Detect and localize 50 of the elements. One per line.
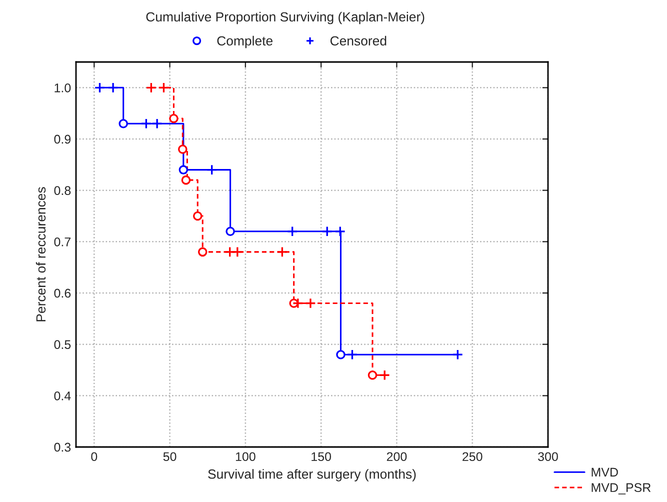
x-tick-label: 200	[386, 452, 407, 462]
point	[232, 246, 243, 258]
point	[140, 118, 152, 130]
point	[226, 226, 235, 236]
point	[198, 247, 208, 257]
y-tick-label: 0.9	[54, 134, 71, 144]
chart-title: Cumulative Proportion Surviving (Kaplan-Meier)	[146, 12, 424, 24]
point	[192, 211, 202, 221]
point	[178, 144, 188, 154]
legend-label: MVD	[592, 468, 618, 476]
point	[158, 82, 170, 94]
legend-label: Complete	[217, 36, 272, 48]
y-tick-label: 0.6	[54, 288, 71, 298]
point	[108, 82, 119, 94]
legend-label: MVD_PSR	[592, 483, 651, 494]
point	[181, 175, 191, 185]
x-tick-label: 150	[312, 452, 332, 462]
point	[224, 246, 236, 258]
legend-label: Censored	[330, 36, 386, 46]
x-tick-label: 250	[462, 452, 482, 462]
point	[206, 164, 218, 176]
x-tick-label: 50	[163, 452, 176, 462]
x-tick-label: 100	[236, 452, 256, 462]
point	[94, 82, 106, 94]
point	[118, 118, 128, 128]
y-axis-title: Percent of reccurences	[36, 187, 46, 322]
point	[146, 82, 157, 94]
point	[178, 165, 188, 174]
y-tick-label: 0.4	[54, 391, 71, 400]
y-tick-label: 0.7	[54, 237, 71, 246]
point	[334, 226, 346, 237]
y-tick-label: 0.3	[54, 442, 71, 452]
point	[379, 370, 390, 381]
point	[292, 298, 304, 309]
point	[368, 370, 378, 380]
point	[152, 118, 163, 130]
point	[286, 226, 298, 237]
point	[452, 349, 464, 360]
point	[346, 349, 358, 360]
x-tick-label: 300	[538, 452, 558, 462]
point	[304, 298, 316, 309]
x-tick-label: 0	[91, 452, 98, 462]
point	[336, 350, 346, 360]
x-axis-title: Survival time after surgery (months)	[208, 469, 416, 482]
y-tick-label: 1.0	[54, 83, 71, 92]
y-tick-label: 0.5	[54, 340, 71, 349]
point	[322, 226, 333, 237]
point	[169, 114, 178, 124]
point	[276, 246, 288, 258]
y-tick-label: 0.8	[54, 186, 71, 195]
